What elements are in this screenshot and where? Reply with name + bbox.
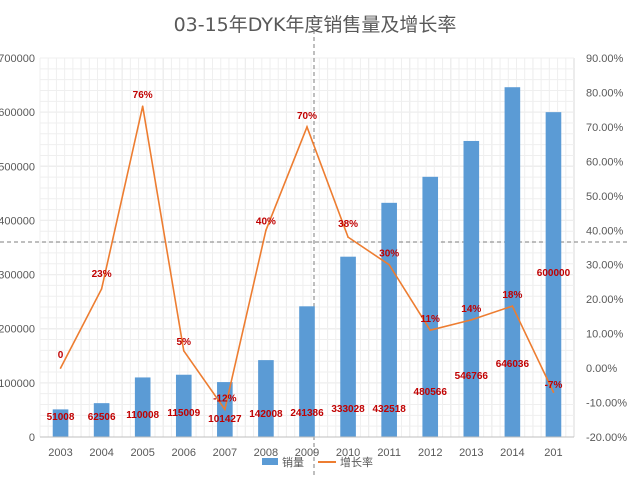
y-right-tick-label: 50.00% bbox=[586, 191, 624, 203]
bar-value-label: 101427 bbox=[208, 414, 242, 425]
growth-value-label: 70% bbox=[297, 111, 317, 122]
legend-label-growth: 增长率 bbox=[340, 455, 373, 469]
y-left-tick-label: 700000 bbox=[0, 53, 35, 65]
growth-value-label: -7% bbox=[545, 380, 563, 391]
x-tick-label: 201 bbox=[544, 447, 562, 459]
growth-value-label: -12% bbox=[213, 393, 236, 404]
growth-value-label: 76% bbox=[133, 90, 153, 101]
y-right-tick-label: -20.00% bbox=[586, 432, 627, 444]
x-tick-label: 2003 bbox=[48, 447, 72, 459]
growth-point-2013 bbox=[470, 319, 473, 321]
y-right-tick-label: 60.00% bbox=[586, 156, 624, 168]
growth-value-label: 30% bbox=[379, 249, 399, 260]
bar-2012 bbox=[422, 176, 439, 437]
y-right-tick-label: 80.00% bbox=[586, 87, 624, 99]
growth-point-2006 bbox=[182, 350, 185, 352]
bar-value-label: 51008 bbox=[47, 412, 75, 423]
growth-point-2009 bbox=[306, 126, 308, 128]
bar-2004 bbox=[93, 403, 110, 437]
growth-value-label: 14% bbox=[461, 304, 481, 315]
label-layer: 51008 62506 110008 115009 101427 142008 241386… bbox=[47, 90, 571, 425]
x-tick-label: 2013 bbox=[459, 447, 483, 459]
growth-point-2004 bbox=[100, 288, 103, 290]
bar-value-label: 110008 bbox=[126, 410, 159, 421]
y-right-tick-label: 90.00% bbox=[586, 53, 624, 65]
bar-2011 bbox=[381, 202, 397, 437]
x-tick-label: 2012 bbox=[418, 447, 442, 459]
y-left-tick-label: 0 bbox=[29, 432, 35, 444]
y-right-tick-label: 70.00% bbox=[586, 122, 624, 134]
growth-value-label: 38% bbox=[338, 219, 358, 230]
chart-title: 03-15年DYK年度销售量及增长率 bbox=[173, 14, 457, 36]
x-tick-label: 2008 bbox=[254, 447, 278, 459]
axis-layer: 0 100000 200000 300000 400000 500000 600000 700… bbox=[0, 53, 627, 459]
bar-value-label: 646036 bbox=[496, 359, 530, 370]
bar-value-label: 546766 bbox=[455, 371, 489, 382]
bar-2006 bbox=[175, 374, 192, 437]
bar-2005 bbox=[134, 377, 151, 437]
bar-value-label: 241386 bbox=[290, 408, 324, 419]
bar-value-label: 600000 bbox=[537, 268, 571, 279]
x-tick-label: 2007 bbox=[213, 447, 237, 459]
growth-point-2011 bbox=[388, 263, 390, 266]
y-left-tick-label: 500000 bbox=[0, 161, 35, 173]
y-left-tick-label: 200000 bbox=[0, 324, 35, 336]
bar-2003 bbox=[52, 409, 69, 437]
bar-value-label: 142008 bbox=[249, 409, 283, 420]
growth-point-2015 bbox=[552, 391, 555, 394]
bar-value-label: 333028 bbox=[331, 404, 365, 415]
bar-2009 bbox=[299, 306, 315, 437]
bar-2008 bbox=[258, 360, 274, 437]
bar-value-label: 115009 bbox=[167, 408, 200, 419]
growth-value-label: 0 bbox=[58, 350, 64, 361]
growth-point-2003 bbox=[59, 367, 62, 369]
y-left-tick-label: 600000 bbox=[0, 107, 35, 119]
bar-value-label: 62506 bbox=[88, 412, 116, 423]
y-right-tick-label: 20.00% bbox=[586, 294, 624, 306]
bar-2014 bbox=[504, 87, 521, 437]
x-tick-label: 2004 bbox=[89, 447, 113, 459]
x-tick-label: 2014 bbox=[500, 447, 524, 459]
bar-2013 bbox=[463, 140, 480, 437]
growth-point-2010 bbox=[347, 236, 349, 238]
y-right-tick-label: 30.00% bbox=[586, 260, 624, 272]
y-right-tick-label: -10.00% bbox=[586, 398, 627, 410]
growth-point-2012 bbox=[429, 329, 432, 331]
y-left-tick-label: 300000 bbox=[0, 270, 35, 282]
growth-point-2008 bbox=[265, 229, 267, 232]
x-tick-label: 2010 bbox=[336, 447, 360, 459]
bar-2015 bbox=[545, 112, 562, 438]
growth-point-2014 bbox=[511, 305, 514, 307]
x-tick-label: 2006 bbox=[172, 447, 196, 459]
growth-value-label: 5% bbox=[177, 337, 192, 348]
y-left-tick-label: 100000 bbox=[0, 378, 35, 390]
growth-point-2005 bbox=[141, 105, 144, 108]
growth-value-label: 23% bbox=[92, 269, 112, 280]
growth-value-label: 40% bbox=[256, 216, 276, 227]
x-tick-label: 2011 bbox=[377, 447, 401, 459]
y-right-tick-label: 40.00% bbox=[586, 225, 624, 237]
bar-2010 bbox=[340, 256, 356, 437]
bar-value-label: 480566 bbox=[414, 387, 448, 398]
x-tick-label: 2005 bbox=[130, 447, 154, 459]
legend-swatch-sales bbox=[262, 458, 278, 465]
y-left-tick-label: 400000 bbox=[0, 215, 35, 227]
y-right-tick-label: 0.00% bbox=[586, 363, 617, 375]
y-right-tick-label: 10.00% bbox=[586, 329, 624, 341]
legend-label-sales: 销量 bbox=[282, 455, 304, 469]
legend-layer: 销量 增长率 bbox=[262, 455, 373, 469]
growth-value-label: 11% bbox=[420, 314, 440, 325]
line-layer bbox=[59, 105, 555, 412]
x-tick-label: 2009 bbox=[295, 447, 319, 459]
growth-value-label: 18% bbox=[502, 290, 522, 301]
bar-value-label: 432518 bbox=[372, 404, 406, 415]
growth-point-2007 bbox=[224, 408, 226, 411]
